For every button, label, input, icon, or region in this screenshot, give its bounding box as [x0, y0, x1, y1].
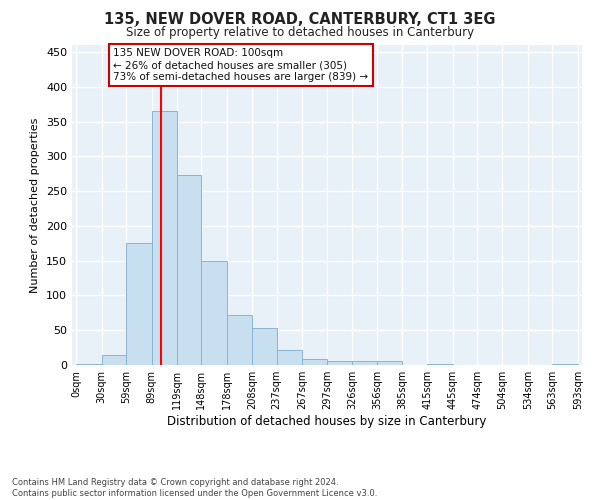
Text: Contains HM Land Registry data © Crown copyright and database right 2024.
Contai: Contains HM Land Registry data © Crown c… [12, 478, 377, 498]
Text: 135, NEW DOVER ROAD, CANTERBURY, CT1 3EG: 135, NEW DOVER ROAD, CANTERBURY, CT1 3EG [104, 12, 496, 28]
Bar [152, 111, 177, 365]
Bar [101, 354, 126, 365]
X-axis label: Distribution of detached houses by size in Canterbury: Distribution of detached houses by size … [167, 415, 487, 428]
Bar [277, 350, 302, 365]
Bar [377, 361, 402, 365]
Text: Size of property relative to detached houses in Canterbury: Size of property relative to detached ho… [126, 26, 474, 39]
Text: 135 NEW DOVER ROAD: 100sqm
← 26% of detached houses are smaller (305)
73% of sem: 135 NEW DOVER ROAD: 100sqm ← 26% of deta… [113, 48, 368, 82]
Bar [252, 328, 277, 365]
Bar [177, 175, 202, 365]
Bar [302, 358, 328, 365]
Bar [126, 244, 152, 365]
Bar [227, 315, 252, 365]
Bar [202, 260, 227, 365]
Bar [352, 361, 377, 365]
Bar [427, 364, 452, 365]
Bar [328, 361, 352, 365]
Bar [76, 364, 101, 365]
Y-axis label: Number of detached properties: Number of detached properties [31, 118, 40, 292]
Bar [553, 364, 578, 365]
